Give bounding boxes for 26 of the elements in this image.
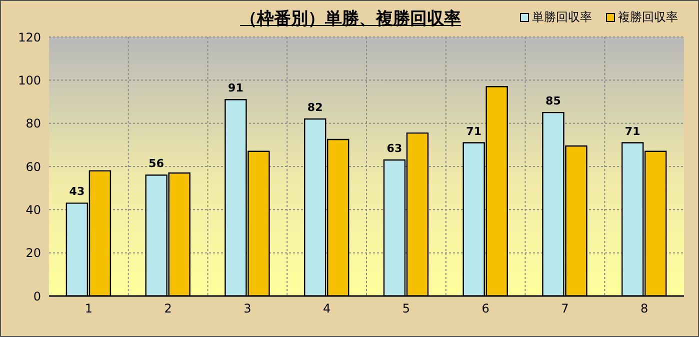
y-tick-label: 0 xyxy=(33,289,41,304)
data-label: 63 xyxy=(386,142,402,156)
chart-title: （枠番別）単勝、複勝回収率 xyxy=(240,9,461,29)
legend-label: 複勝回収率 xyxy=(617,9,678,26)
x-tick-label: 4 xyxy=(322,302,331,316)
data-label: 91 xyxy=(228,82,244,95)
data-label: 71 xyxy=(624,124,640,138)
x-tick-label: 1 xyxy=(84,302,93,316)
x-tick-label: 6 xyxy=(482,302,490,316)
y-tick-label: 60 xyxy=(26,160,41,174)
data-label: 82 xyxy=(307,101,323,114)
data-label: 85 xyxy=(546,94,561,108)
data-label: 43 xyxy=(69,185,85,198)
x-tick-label: 3 xyxy=(244,302,252,316)
y-tick-label: 80 xyxy=(26,116,41,131)
data-label: 56 xyxy=(148,157,164,170)
x-tick-label: 7 xyxy=(561,302,569,316)
y-tick-label: 40 xyxy=(26,202,41,217)
y-tick-label: 100 xyxy=(18,73,41,88)
x-tick-label: 5 xyxy=(402,302,410,316)
y-tick-label: 20 xyxy=(26,246,41,260)
legend-label: 単勝回収率 xyxy=(531,9,592,26)
y-tick-label: 120 xyxy=(18,30,41,44)
x-tick-label: 2 xyxy=(164,302,172,316)
data-label: 71 xyxy=(466,124,482,138)
x-tick-label: 8 xyxy=(640,302,648,316)
